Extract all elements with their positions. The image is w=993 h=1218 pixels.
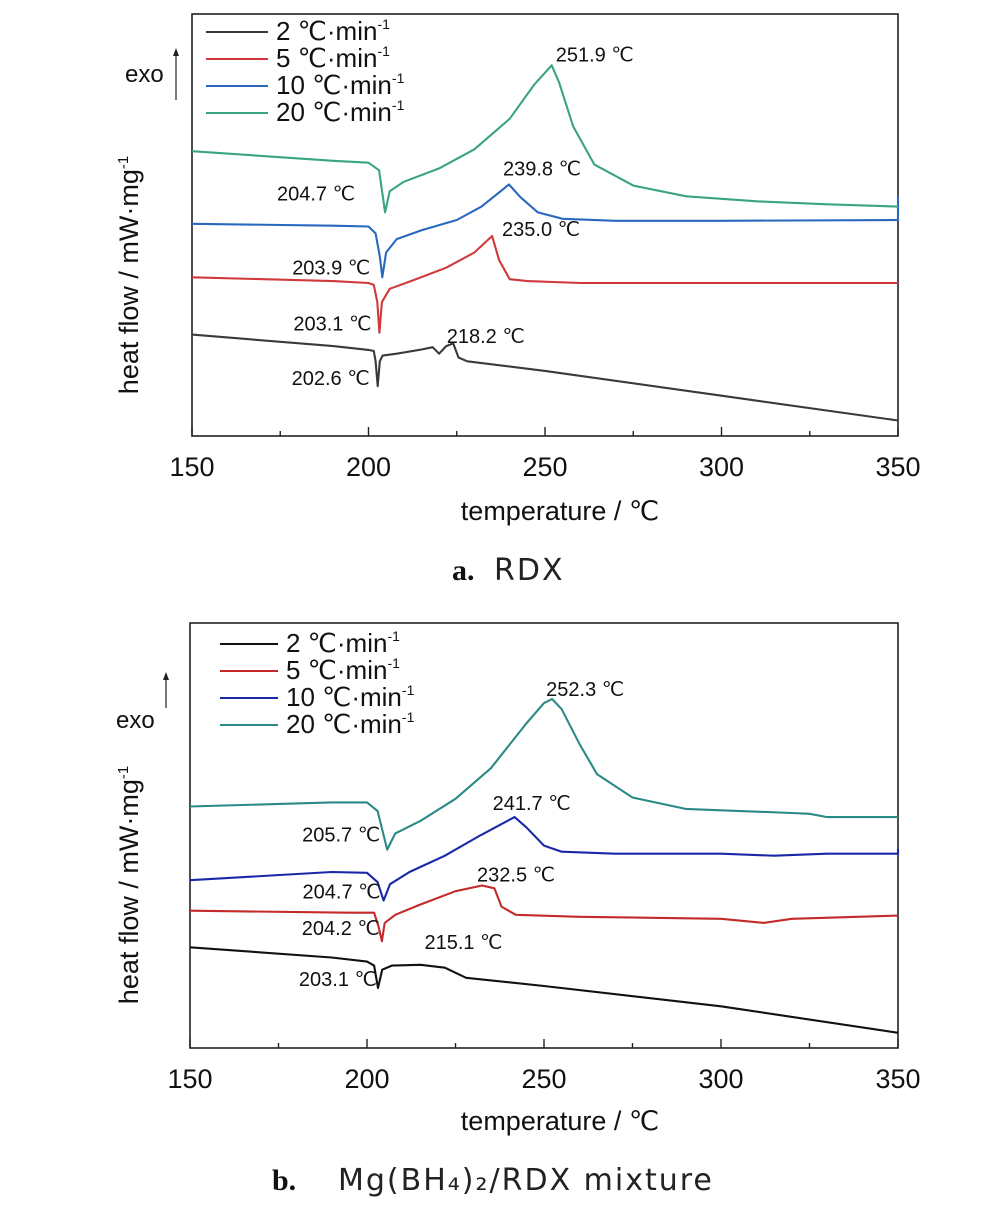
x-tick-label: 250: [522, 452, 567, 482]
exo-arrow-head: [173, 48, 179, 56]
peak-label: 204.7 ℃: [303, 882, 381, 904]
legend-label-superscript: -1: [387, 655, 400, 671]
y-axis-title-superscript: -1: [115, 156, 132, 169]
x-tick-label: 200: [344, 1064, 389, 1094]
peak-label: 232.5 ℃: [477, 864, 555, 886]
legend-label: 5 ℃·min-1: [276, 43, 390, 73]
legend-label: 20 ℃·min-1: [276, 97, 405, 127]
peak-label: 202.6 ℃: [292, 368, 370, 390]
x-tick-label: 150: [167, 1064, 212, 1094]
peak-label: 218.2 ℃: [447, 326, 525, 348]
series-line-5: [191, 234, 898, 334]
peak-label: 203.1 ℃: [299, 969, 377, 991]
legend-label-superscript: -1: [392, 97, 405, 113]
series-line-20: [191, 64, 899, 214]
x-tick-label: 200: [346, 452, 391, 482]
peak-label: 252.3 ℃: [546, 679, 624, 701]
legend-label: 5 ℃·min-1: [286, 655, 400, 685]
series-line-10: [191, 183, 900, 279]
legend-label: 20 ℃·min-1: [286, 709, 415, 739]
series-line-2: [191, 333, 899, 422]
x-tick-label: 350: [875, 452, 920, 482]
peak-label: 205.7 ℃: [302, 825, 380, 847]
peak-label: 235.0 ℃: [502, 219, 580, 241]
caption-text: RDX: [494, 553, 565, 588]
x-tick-label: 350: [875, 1064, 920, 1094]
legend-label: 2 ℃·min-1: [276, 16, 390, 46]
legend-label-superscript: -1: [392, 70, 405, 86]
x-tick-label: 250: [521, 1064, 566, 1094]
peak-label: 251.9 ℃: [556, 44, 634, 66]
legend-label-superscript: -1: [402, 709, 415, 725]
x-tick-label: 300: [699, 452, 744, 482]
legend-label: 2 ℃·min-1: [286, 628, 400, 658]
peak-label: 241.7 ℃: [493, 793, 571, 815]
legend-label: 10 ℃·min-1: [286, 682, 415, 712]
exo-arrow-head: [163, 672, 169, 680]
y-axis-title-superscript: -1: [115, 766, 132, 779]
chart-panel-b: 150 200 250 300 350 temperature / ℃ heat flow …: [114, 622, 921, 1198]
legend-label: 10 ℃·min-1: [276, 70, 405, 100]
caption-text: Mg(BH₄)₂/RDX mixture: [338, 1163, 714, 1198]
series-line-2: [189, 946, 899, 1034]
legend-label-superscript: -1: [377, 16, 390, 32]
y-axis-title: heat flow / mW·mg-1: [114, 766, 144, 1004]
chart-panel-a: 150 200 250 300 350 temperature / ℃ heat flow …: [114, 13, 921, 588]
legend-label-superscript: -1: [402, 682, 415, 698]
x-axis-title: temperature / ℃: [461, 1106, 659, 1136]
x-tick-label: 300: [698, 1064, 743, 1094]
caption-letter: a.: [452, 554, 475, 587]
peak-label: 203.1 ℃: [293, 314, 371, 336]
y-axis-title: heat flow / mW·mg-1: [114, 156, 144, 394]
exo-label: exo: [116, 707, 155, 734]
series-line-10: [189, 816, 900, 902]
series-line-20: [189, 697, 898, 851]
series-line-5: [189, 884, 899, 943]
peak-label: 203.9 ℃: [292, 257, 370, 279]
x-axis-title: temperature / ℃: [461, 496, 659, 526]
caption-letter: b.: [272, 1164, 296, 1197]
peak-label: 215.1 ℃: [424, 932, 502, 954]
exo-label: exo: [125, 61, 164, 88]
peak-label: 204.7 ℃: [277, 183, 355, 205]
x-tick-label: 150: [169, 452, 214, 482]
peak-label: 204.2 ℃: [302, 918, 380, 940]
legend-label-superscript: -1: [387, 628, 400, 644]
legend-label-superscript: -1: [377, 43, 390, 59]
peak-label: 239.8 ℃: [503, 158, 581, 180]
